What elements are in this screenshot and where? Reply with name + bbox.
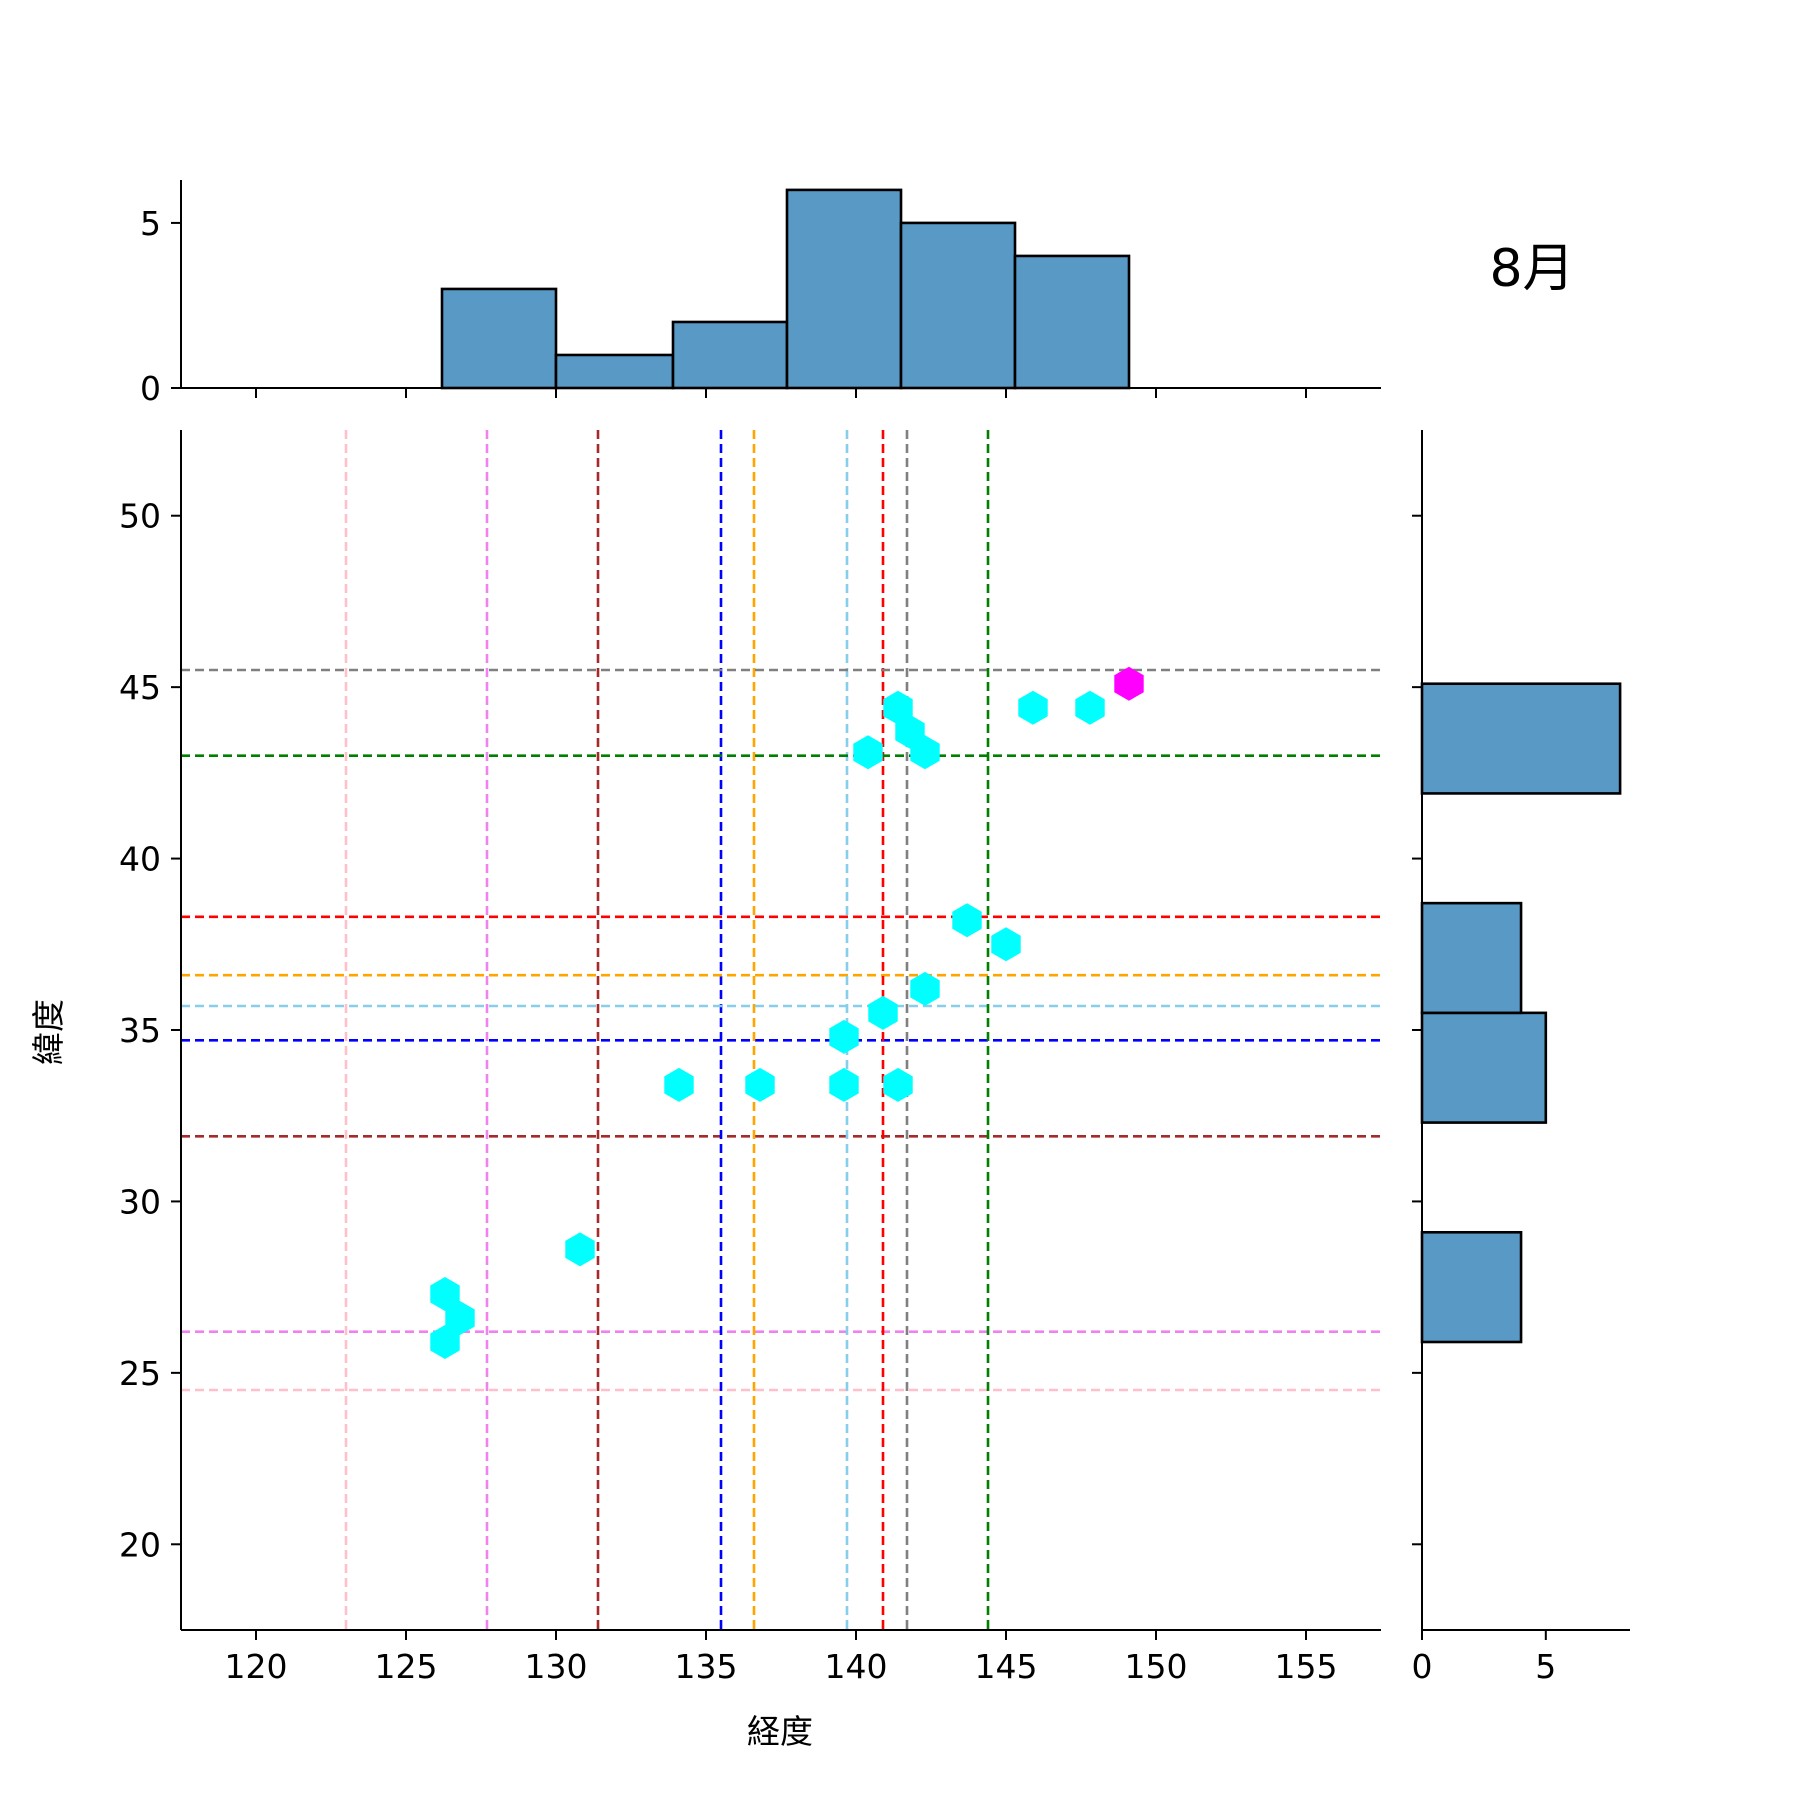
hex-cell: [1075, 690, 1105, 725]
y-tick-label: 30: [119, 1182, 161, 1221]
top-hist-tick-label: 5: [140, 204, 161, 243]
hex-cell: [430, 1325, 460, 1359]
right-hist-bar: [1420, 682, 1622, 795]
y-tick-label: 35: [119, 1011, 161, 1050]
hex-cell: [883, 690, 913, 725]
top-hist-bar: [554, 353, 675, 390]
top-hist-bar: [440, 287, 558, 390]
hex-cell-highlight: [1114, 666, 1144, 701]
y-tick-label: 40: [119, 840, 161, 879]
hex-cell: [664, 1067, 694, 1102]
top-histogram: 05: [140, 180, 1381, 408]
main-axes: 120 125 130 135 140 145 150 155 20 25 30 35 40 45 50: [119, 430, 1381, 1686]
hex-cell: [910, 971, 940, 1006]
x-tick-label: 140: [825, 1647, 888, 1686]
hex-cell: [868, 995, 898, 1030]
y-tick-label: 45: [119, 668, 161, 707]
hex-cell: [829, 1067, 859, 1102]
x-tick-label: 135: [675, 1647, 738, 1686]
x-axis-label: 経度: [747, 1712, 813, 1751]
right-hist-bar: [1420, 901, 1523, 1015]
right-hist-tick-label: 0: [1412, 1647, 1433, 1686]
x-tick-label: 130: [525, 1647, 588, 1686]
y-tick-label: 25: [119, 1354, 161, 1393]
right-hist-tick-label: 5: [1535, 1647, 1556, 1686]
y-tick-label: 20: [119, 1525, 161, 1564]
y-axis-label: 緯度: [29, 999, 68, 1065]
hex-cell: [853, 735, 883, 770]
x-tick-label: 120: [225, 1647, 288, 1686]
hex-cell: [991, 927, 1021, 962]
top-hist-bar: [899, 221, 1017, 390]
reference-lines: [181, 430, 1381, 1630]
hex-cell: [883, 1067, 913, 1102]
right-hist-bar: [1420, 1230, 1523, 1344]
top-hist-bar: [1013, 254, 1131, 390]
x-tick-label: 145: [975, 1647, 1038, 1686]
hex-cell: [829, 1019, 859, 1054]
hex-cell: [1018, 690, 1048, 725]
hex-cell: [565, 1232, 595, 1267]
x-tick-label: 125: [375, 1647, 438, 1686]
hex-cell: [910, 735, 940, 770]
hex-cell: [952, 903, 982, 938]
x-tick-label: 155: [1275, 1647, 1338, 1686]
hex-cell: [445, 1301, 475, 1335]
chart-title: 8月: [1489, 239, 1574, 299]
right-hist-bar: [1420, 1011, 1548, 1124]
top-hist-bar: [671, 320, 789, 390]
x-tick-label: 150: [1125, 1647, 1188, 1686]
y-tick-label: 50: [119, 497, 161, 536]
hex-cell: [430, 1277, 460, 1311]
top-hist-tick-label: 0: [140, 369, 161, 408]
top-hist-bar: [785, 188, 903, 390]
hex-cell: [745, 1067, 775, 1102]
hexbin-cells: [430, 666, 1144, 1359]
